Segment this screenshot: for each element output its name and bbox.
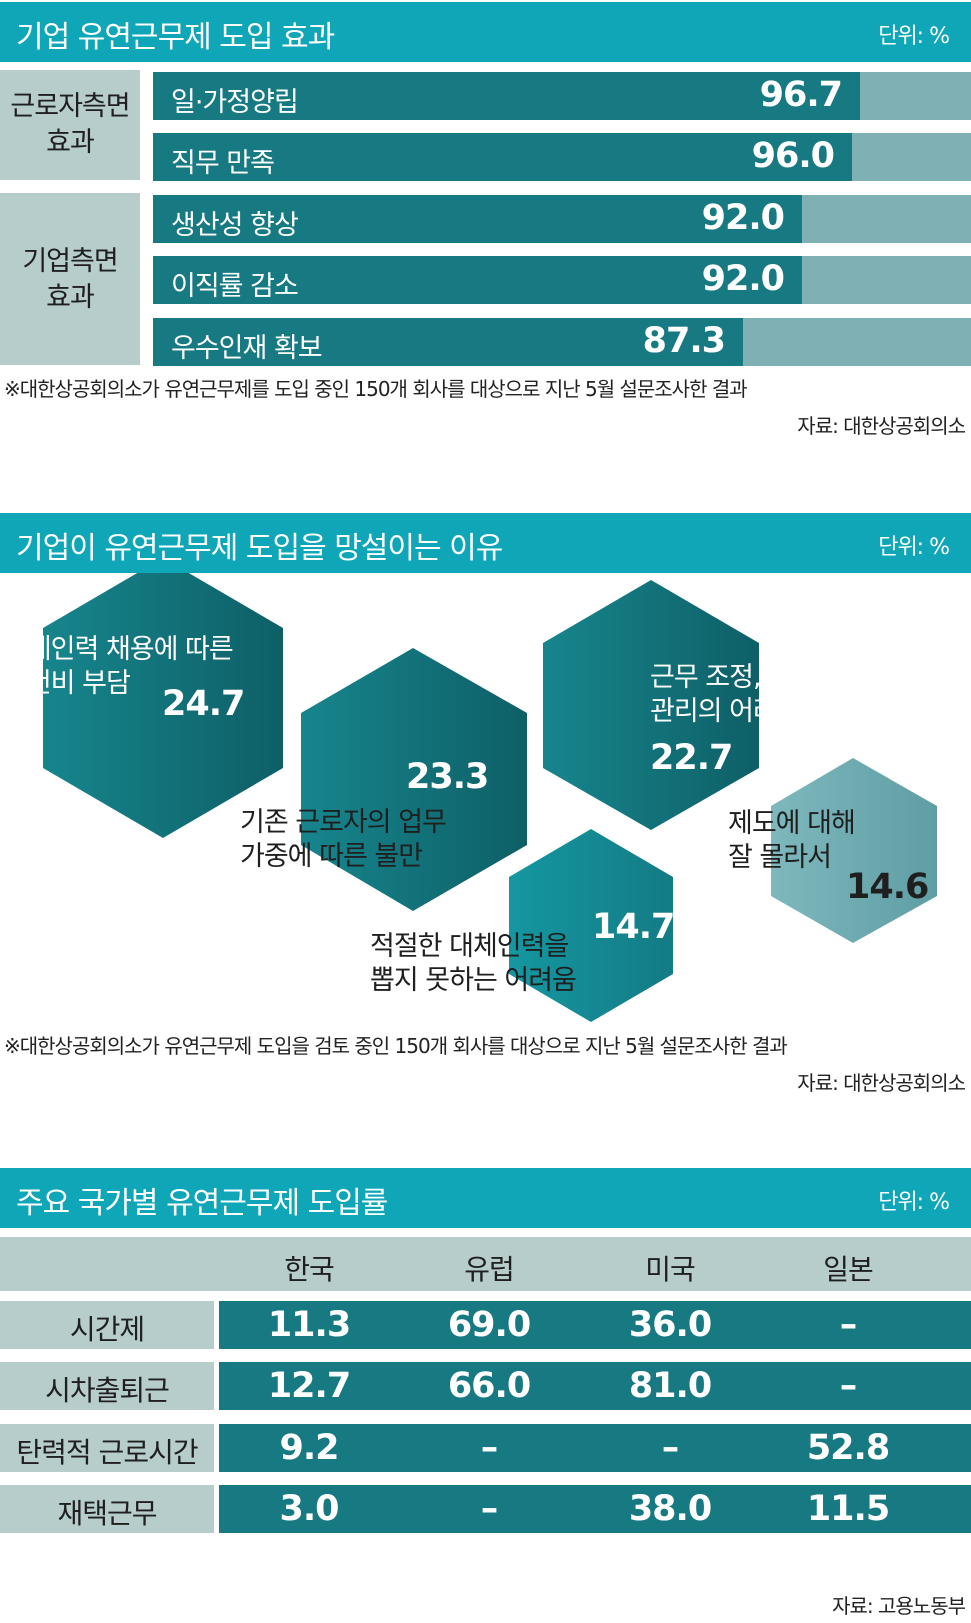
section2-title: 기업이 유연근무제 도입을 망설이는 이유 (16, 531, 503, 566)
table-cell: 52.8 (806, 1428, 890, 1468)
group-company-line1: 기업측면 (22, 246, 118, 277)
effect-bar-label: 우수인재 확보 (171, 333, 323, 364)
group-worker: 근로자측면 효과 (0, 70, 140, 180)
reason-1-value: 24.7 (162, 684, 245, 724)
section3-unit: 단위: % (878, 1190, 950, 1215)
effect-bar-row: 생산성 향상 92.0 (153, 195, 971, 243)
reason-4-line2: 뽑지 못하는 어려움 (370, 965, 577, 996)
table-header: 한국 유럽 미국 일본 (0, 1237, 971, 1291)
effect-bar (153, 256, 802, 304)
effect-bar-row: 직무 만족 96.0 (153, 133, 971, 181)
table-row: 12.7 66.0 81.0 – (219, 1362, 971, 1410)
section1-note: ※대한상공회의소가 유연근무제를 도입 중인 150개 회사를 대상으로 지난 … (4, 377, 748, 401)
reason-2-label: 기존 근로자의 업무 가중에 따른 불만 (240, 806, 447, 874)
table-row-label: 탄력적 근로시간 (0, 1424, 214, 1472)
effect-bar-row: 이직률 감소 92.0 (153, 256, 971, 304)
reason-1-line2: 인건비 부담 (3, 668, 131, 699)
effect-bar-value: 87.3 (642, 321, 726, 361)
column-header-usa: 미국 (645, 1253, 696, 1286)
hexagon-reason-4 (509, 829, 673, 1022)
hexagon-reason-5 (771, 758, 937, 943)
hexagon-reason-2 (301, 648, 527, 911)
hexagon-reason-1 (43, 573, 283, 838)
table-row-label-text: 시간제 (69, 1313, 145, 1346)
effect-bar-value: 96.0 (751, 136, 835, 176)
table-cell: 11.5 (806, 1489, 890, 1529)
reason-5-line2: 잘 몰라서 (728, 842, 832, 873)
table-cell: – (661, 1428, 680, 1468)
section1-source: 자료: 대한상공회의소 (797, 414, 966, 438)
effect-bar-value: 92.0 (701, 259, 785, 299)
table-cell: – (480, 1428, 499, 1468)
section1-title-bar: 기업 유연근무제 도입 효과 단위: % (0, 2, 971, 62)
effect-bar-label: 이직률 감소 (171, 271, 299, 302)
effect-bar-label: 생산성 향상 (171, 210, 299, 241)
reason-4-line1: 적절한 대체인력을 (370, 931, 569, 962)
reason-3-value: 22.7 (650, 738, 733, 778)
section2-source: 자료: 대한상공회의소 (797, 1071, 966, 1095)
reason-5-line1: 제도에 대해 (728, 808, 856, 839)
effect-bar (153, 195, 802, 243)
table-row-label-text: 재택근무 (57, 1497, 157, 1530)
table-row-label: 시차출퇴근 (0, 1362, 214, 1410)
table-cell: 69.0 (447, 1305, 531, 1345)
table-cell: – (839, 1366, 858, 1406)
hexagon-chart (43, 573, 937, 1022)
section3-source: 자료: 고용노동부 (832, 1594, 966, 1618)
table-cell: 9.2 (279, 1428, 339, 1468)
effect-bar (153, 318, 743, 366)
effect-bar-label: 일·가정양립 (171, 87, 299, 118)
reason-4-value: 14.7 (592, 907, 675, 947)
effect-bar-value: 96.7 (759, 75, 843, 115)
table-row: 11.3 69.0 36.0 – (219, 1301, 971, 1349)
reason-2-line1: 기존 근로자의 업무 (240, 807, 447, 838)
section3-title-bar: 주요 국가별 유연근무제 도입률 단위: % (0, 1168, 971, 1228)
group-company-line2: 효과 (46, 282, 95, 313)
table-row-label: 시간제 (0, 1301, 214, 1349)
reason-4-label: 적절한 대체인력을 뽑지 못하는 어려움 (370, 930, 577, 998)
reason-5-label: 제도에 대해 잘 몰라서 (728, 807, 856, 875)
effect-bar (153, 72, 860, 120)
table-row-label-text: 탄력적 근로시간 (16, 1436, 198, 1469)
reason-3-line2: 관리의 어려움 (650, 696, 802, 727)
table-cell: 81.0 (628, 1366, 712, 1406)
reason-1-label: 대체인력 채용에 따른 인건비 부담 (3, 633, 234, 701)
reason-2-value: 23.3 (406, 757, 489, 797)
table-cell: – (480, 1489, 499, 1529)
table-row: 9.2 – – 52.8 (219, 1424, 971, 1472)
table-cell: 3.0 (279, 1489, 339, 1529)
effect-bar-row: 일·가정양립 96.7 (153, 72, 971, 120)
group-worker-line1: 근로자측면 (10, 91, 130, 122)
table-cell: 38.0 (628, 1489, 712, 1529)
table-row: 3.0 – 38.0 11.5 (219, 1485, 971, 1533)
column-header-japan: 일본 (823, 1253, 874, 1286)
section1-title: 기업 유연근무제 도입 효과 (16, 20, 335, 55)
effect-bar-row: 우수인재 확보 87.3 (153, 318, 971, 366)
reason-2-line2: 가중에 따른 불만 (240, 841, 423, 872)
effect-bar (153, 133, 852, 181)
reason-3-line1: 근무 조정, 평가 등 인사 (650, 662, 903, 693)
table-cell: 12.7 (267, 1366, 351, 1406)
section2-note: ※대한상공회의소가 유연근무제 도입을 검토 중인 150개 회사를 대상으로 … (4, 1034, 788, 1058)
column-header-korea: 한국 (284, 1253, 335, 1286)
reason-5-value: 14.6 (846, 867, 929, 907)
table-cell: 36.0 (628, 1305, 712, 1345)
hexagon-reason-3 (543, 580, 759, 830)
group-company: 기업측면 효과 (0, 193, 140, 365)
section3-title: 주요 국가별 유연근무제 도입률 (16, 1186, 388, 1221)
effect-bar-label: 직무 만족 (171, 148, 275, 179)
section2-unit: 단위: % (878, 535, 950, 560)
column-header-europe: 유럽 (464, 1253, 515, 1286)
table-row-label: 재택근무 (0, 1485, 214, 1533)
section2-title-bar: 기업이 유연근무제 도입을 망설이는 이유 단위: % (0, 513, 971, 573)
section1-unit: 단위: % (878, 24, 950, 49)
table-cell: 11.3 (267, 1305, 351, 1345)
group-worker-line2: 효과 (46, 127, 95, 158)
reason-3-label: 근무 조정, 평가 등 인사 관리의 어려움 (650, 661, 903, 729)
effect-bar-value: 92.0 (701, 198, 785, 238)
table-row-label-text: 시차출퇴근 (45, 1374, 170, 1407)
table-cell: – (839, 1305, 858, 1345)
reason-1-line1: 대체인력 채용에 따른 (3, 634, 234, 665)
table-cell: 66.0 (447, 1366, 531, 1406)
